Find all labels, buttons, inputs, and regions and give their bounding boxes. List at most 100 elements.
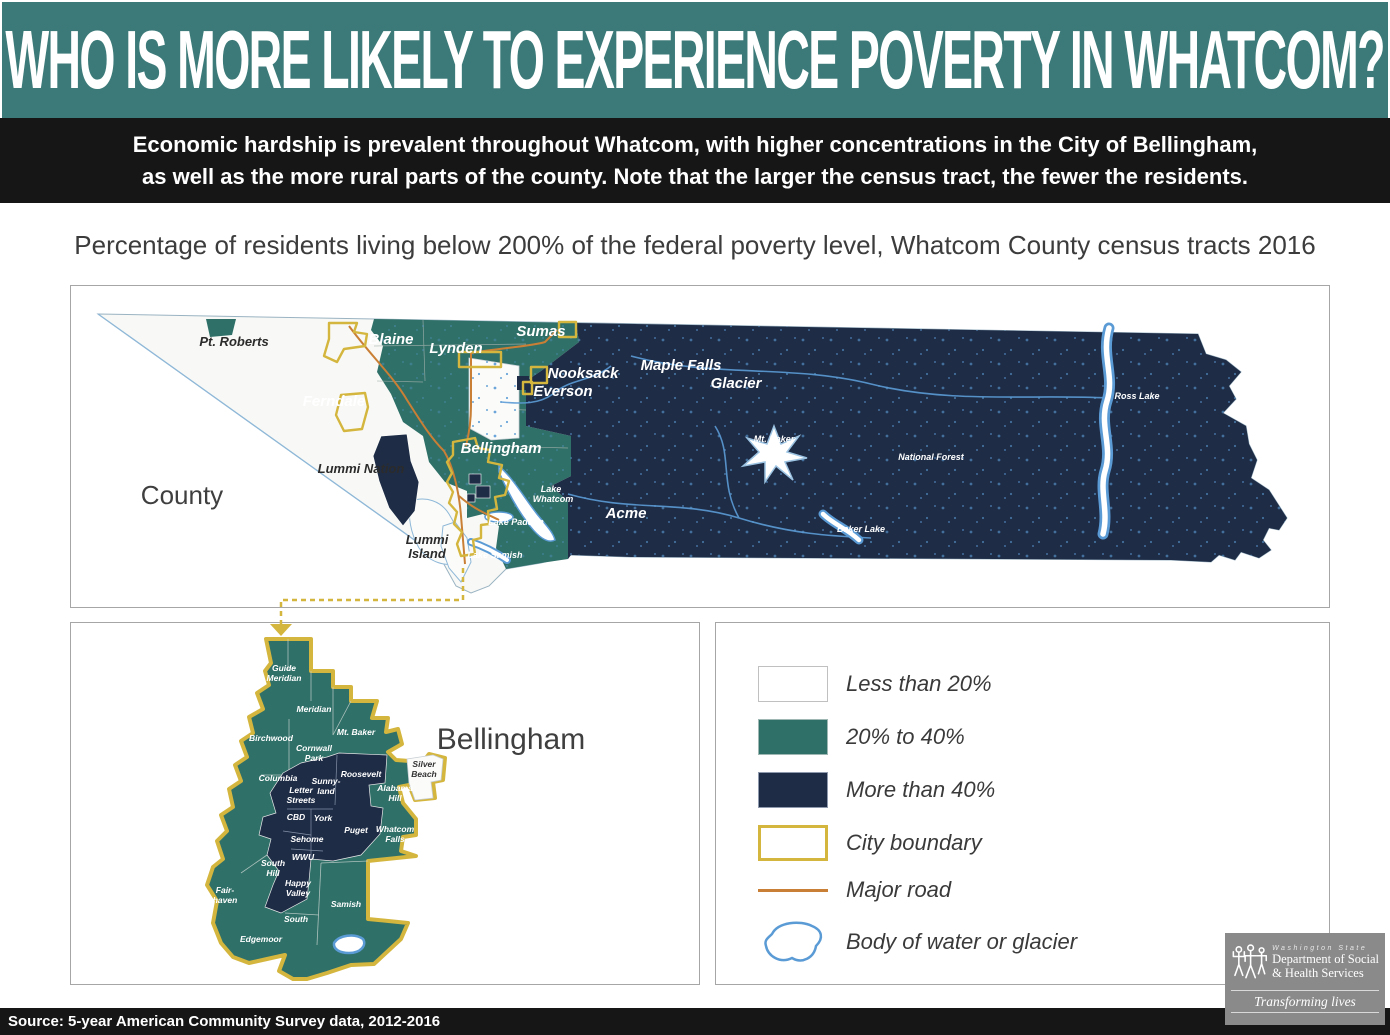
intro-band: Economic hardship is prevalent throughou…	[0, 118, 1390, 203]
navy-internal-lines	[282, 754, 338, 859]
label-lake-padden: Lake Padden	[488, 517, 544, 527]
lake-padden	[484, 511, 514, 523]
label-lynden: Lynden	[429, 340, 482, 357]
label-county: County	[141, 480, 223, 510]
bellingham-navy-neighborhoods	[258, 752, 388, 914]
detail-lake	[332, 934, 366, 955]
ross-lake	[1097, 322, 1116, 540]
header-banner: WHO IS MORE LIKELY TO EXPERIENCE POVERTY…	[2, 2, 1388, 118]
label-sumas: Sumas	[516, 323, 565, 340]
legend-label: Less than 20%	[846, 671, 992, 696]
label-edgemoor: Edgemoor	[240, 934, 283, 944]
legend-row-major-road: Major road	[758, 877, 1329, 902]
label-samish: Samish	[331, 899, 361, 909]
legend-panel: Less than 20% 20% to 40% More than 40% C…	[715, 622, 1330, 985]
intro-line-2: as well as the more rural parts of the c…	[142, 164, 1248, 189]
label-lummi-island-1: Lummi	[406, 532, 449, 547]
label-york: York	[314, 813, 334, 823]
logo-state-text: Washington State	[1272, 944, 1368, 952]
pt-roberts-tract	[206, 319, 236, 337]
water-speckles-navy	[526, 323, 1287, 562]
label-sehome: Sehome	[290, 834, 323, 844]
lummi-nation-tract	[372, 433, 420, 527]
county-map-panel: Pt. Roberts Blaine Lynden Sumas Nooksack…	[70, 285, 1330, 608]
mt-baker-glacier	[740, 423, 808, 485]
legend-label: City boundary	[846, 830, 982, 855]
label-fairhaven-1: Fair-	[216, 885, 235, 895]
label-lake-samish: Lake Samish	[467, 550, 523, 560]
swatch-city-boundary	[758, 825, 828, 861]
label-baker-lake: Baker Lake	[837, 524, 885, 534]
legend-label: 20% to 40%	[846, 724, 965, 749]
bellingham-map-panel: Guide Meridian Meridian Birchwood Mt. Ba…	[70, 622, 700, 985]
source-text: Source: 5-year American Community Survey…	[8, 1013, 441, 1030]
page-title: WHO IS MORE LIKELY TO EXPERIENCE POVERTY…	[5, 13, 1386, 107]
label-happy-1: Happy	[285, 878, 312, 888]
label-bellingham-title: Bellingham	[437, 723, 585, 756]
swatch-major-road	[758, 888, 828, 892]
swatch-water-icon	[758, 916, 828, 968]
logo-dept-line2: & Health Services	[1272, 965, 1364, 980]
silver-beach-tract	[406, 754, 444, 801]
label-guide-2: Meridian	[267, 673, 302, 683]
logo-divider	[1231, 990, 1379, 991]
label-lake-whatcom-2: Whatcom	[533, 494, 574, 504]
label-lake-whatcom-1: Lake	[541, 484, 562, 494]
lake-whatcom	[498, 464, 556, 542]
label-roosevelt: Roosevelt	[341, 769, 383, 779]
logo-dept-line1: Department of Social	[1272, 951, 1379, 966]
label-letter-1: Letter	[289, 785, 313, 795]
label-silver-2: Beach	[411, 769, 437, 779]
baker-lake	[818, 509, 864, 545]
county-map: Pt. Roberts Blaine Lynden Sumas Nooksack…	[96, 313, 1288, 594]
label-lummi-nation: Lummi Nation	[318, 461, 405, 476]
label-puget: Puget	[344, 825, 369, 835]
label-cbd: CBD	[287, 812, 305, 822]
label-glacier: Glacier	[711, 375, 763, 392]
rivers	[500, 355, 1108, 539]
label-bellingham-city: Bellingham	[461, 440, 542, 457]
label-silver-1: Silver	[412, 759, 436, 769]
label-fairhaven-2: haven	[213, 895, 238, 905]
logo-tagline: Transforming lives	[1231, 991, 1379, 1013]
map-subtitle: Percentage of residents living below 200…	[74, 230, 1316, 260]
label-alabama-2: Hill	[388, 793, 402, 803]
label-maple-falls: Maple Falls	[641, 357, 722, 374]
label-whatcom-2: Falls	[385, 834, 405, 844]
legend-row-more-than-40: More than 40%	[758, 772, 1329, 808]
label-national-forest: National Forest	[898, 452, 965, 462]
city-boundaries	[322, 320, 578, 558]
legend-label: Major road	[846, 877, 952, 902]
label-ross-lake: Ross Lake	[1114, 391, 1159, 401]
label-nooksack: Nooksack	[548, 365, 620, 382]
label-cornwall-1: Cornwall	[296, 743, 333, 753]
label-wwu: WWU	[292, 852, 315, 862]
label-guide-1: Guide	[272, 663, 296, 673]
dshs-logo: Washington State Department of Social & …	[1225, 933, 1385, 1025]
label-whatcom-1: Whatcom	[376, 824, 415, 834]
legend-row-water: Body of water or glacier	[758, 916, 1329, 968]
label-pt-roberts: Pt. Roberts	[199, 334, 268, 349]
legend-label: More than 40%	[846, 777, 996, 802]
label-birchwood: Birchwood	[249, 733, 294, 743]
label-columbia: Columbia	[259, 773, 298, 783]
swatch-less-than-20	[758, 666, 828, 702]
bellingham-map: Guide Meridian Meridian Birchwood Mt. Ba…	[205, 637, 585, 981]
family-figures-icon	[1232, 944, 1268, 979]
source-footer: Source: 5-year American Community Survey…	[0, 1008, 1390, 1035]
label-cornwall-2: Park	[305, 753, 325, 763]
label-lummi-island-2: Island	[408, 546, 447, 561]
label-mt-baker-n: Mt. Baker	[337, 727, 376, 737]
intro-line-1: Economic hardship is prevalent throughou…	[132, 132, 1258, 157]
label-sunny-1: Sunny-	[312, 776, 341, 786]
white-tract-speckles	[469, 358, 519, 440]
water-blob-icon	[764, 921, 823, 962]
label-ferndale: Ferndale	[303, 393, 366, 410]
legend-label: Body of water or glacier	[846, 929, 1078, 954]
label-blaine: Blaine	[368, 331, 413, 348]
label-south-hill-2: Hill	[266, 868, 280, 878]
swatch-20-to-40	[758, 719, 828, 755]
legend-row-less-than-20: Less than 20%	[758, 666, 1329, 702]
label-acme: Acme	[605, 505, 647, 522]
